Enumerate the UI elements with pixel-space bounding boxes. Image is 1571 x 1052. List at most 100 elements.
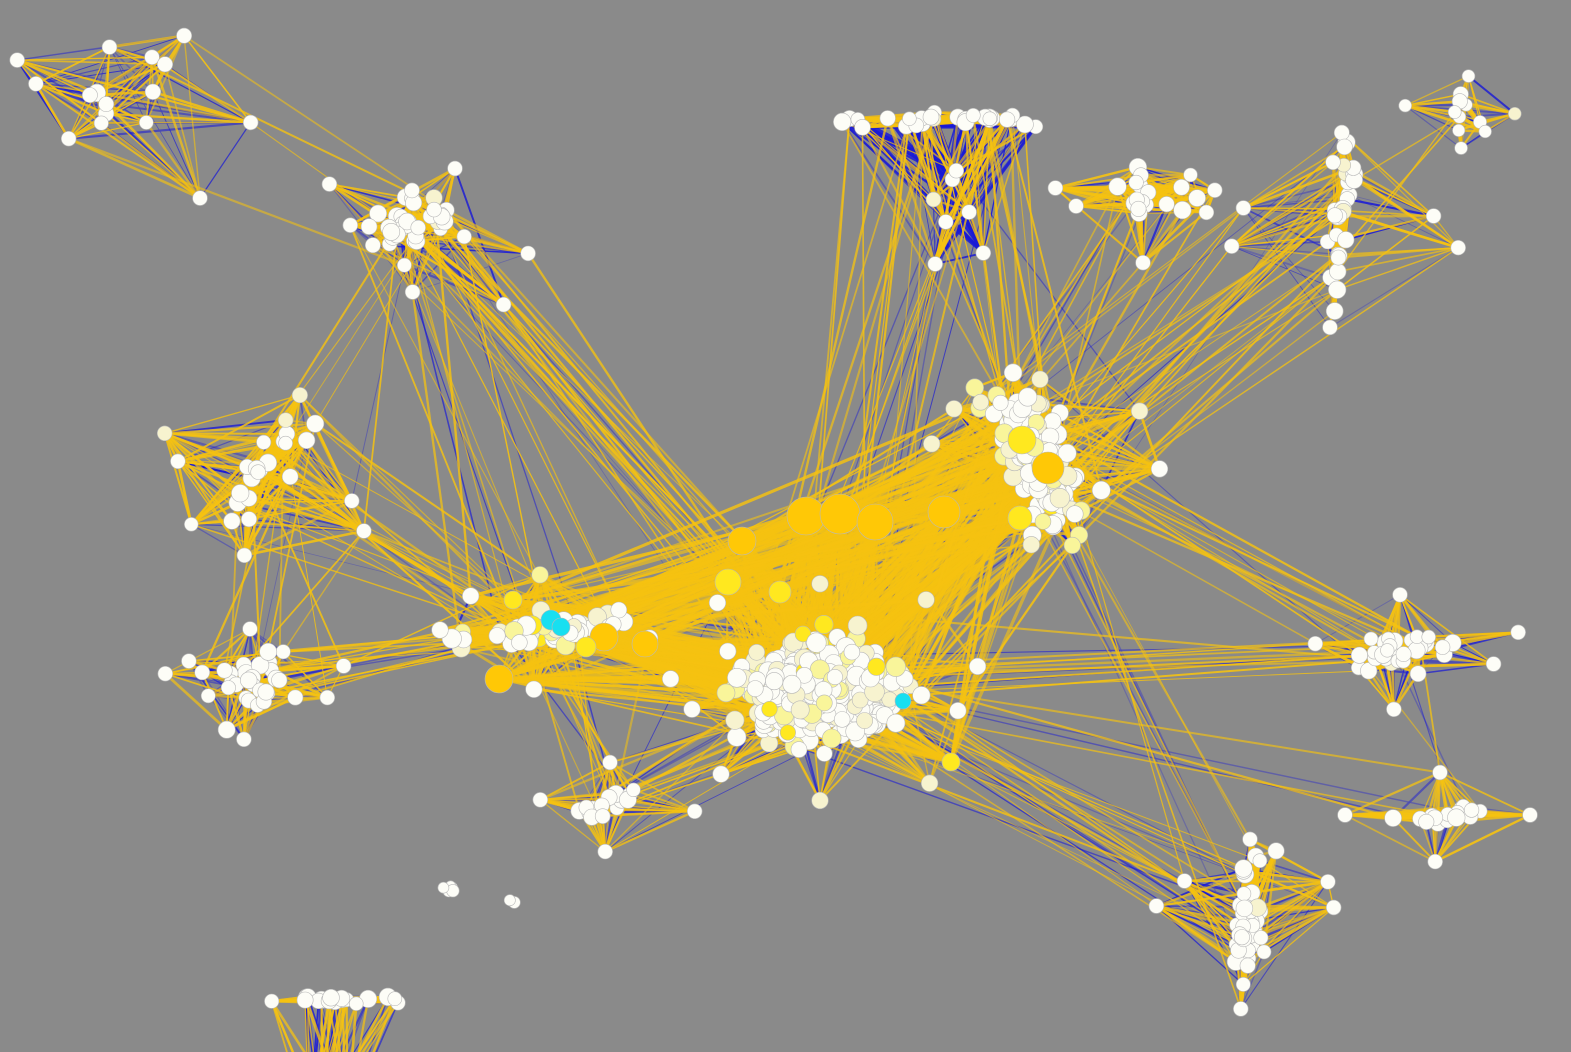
graph-node-hub[interactable] <box>631 630 659 658</box>
graph-node-hub[interactable] <box>503 590 523 610</box>
graph-node[interactable] <box>1047 180 1064 196</box>
graph-node[interactable] <box>231 484 250 503</box>
graph-node[interactable] <box>949 702 967 720</box>
graph-node[interactable] <box>917 591 935 609</box>
graph-node[interactable] <box>748 643 766 661</box>
graph-node[interactable] <box>761 700 778 718</box>
graph-node[interactable] <box>719 642 737 660</box>
graph-node[interactable] <box>811 791 829 810</box>
graph-node[interactable] <box>1454 141 1468 155</box>
graph-node[interactable] <box>716 683 736 703</box>
graph-node[interactable] <box>1452 123 1466 137</box>
graph-node[interactable] <box>462 587 480 605</box>
graph-node[interactable] <box>1022 536 1040 554</box>
graph-node[interactable] <box>194 664 210 681</box>
graph-node[interactable] <box>1350 646 1368 664</box>
graph-node[interactable] <box>795 666 813 684</box>
graph-node[interactable] <box>1130 200 1147 217</box>
graph-node[interactable] <box>816 745 833 762</box>
graph-node[interactable] <box>922 108 940 126</box>
graph-node[interactable] <box>1508 106 1522 121</box>
graph-node[interactable] <box>1336 138 1353 156</box>
graph-node[interactable] <box>1325 899 1342 916</box>
graph-node[interactable] <box>532 792 548 808</box>
graph-node[interactable] <box>847 615 868 636</box>
graph-node[interactable] <box>925 191 942 208</box>
graph-node[interactable] <box>661 670 680 688</box>
graph-node-hub[interactable] <box>786 496 826 536</box>
graph-node[interactable] <box>726 727 747 747</box>
graph-node[interactable] <box>139 115 154 130</box>
graph-node[interactable] <box>176 27 192 44</box>
graph-node[interactable] <box>1207 182 1223 198</box>
graph-node[interactable] <box>1173 201 1192 220</box>
graph-node[interactable] <box>410 219 426 236</box>
graph-node[interactable] <box>809 659 830 680</box>
graph-node[interactable] <box>594 808 611 825</box>
graph-node[interactable] <box>1148 898 1165 914</box>
graph-node[interactable] <box>854 119 871 136</box>
graph-node[interactable] <box>144 83 161 100</box>
graph-node[interactable] <box>192 190 208 206</box>
graph-node[interactable] <box>297 431 316 449</box>
graph-node[interactable] <box>610 601 628 619</box>
graph-node[interactable] <box>1188 189 1206 207</box>
graph-node[interactable] <box>683 700 701 718</box>
graph-node[interactable] <box>101 39 118 55</box>
graph-node[interactable] <box>1267 842 1285 860</box>
graph-node[interactable] <box>1322 319 1338 336</box>
graph-node[interactable] <box>1330 249 1347 266</box>
graph-node[interactable] <box>404 182 420 199</box>
graph-node[interactable] <box>1043 412 1062 431</box>
graph-node[interactable] <box>833 711 851 728</box>
graph-node[interactable] <box>961 204 977 220</box>
graph-node[interactable] <box>98 96 115 112</box>
graph-node[interactable] <box>886 713 906 733</box>
graph-node[interactable] <box>1063 536 1081 554</box>
graph-node[interactable] <box>1242 831 1258 847</box>
graph-node[interactable] <box>9 52 25 68</box>
graph-node[interactable] <box>335 658 352 674</box>
graph-node[interactable] <box>1234 859 1253 878</box>
graph-node[interactable] <box>1158 196 1175 213</box>
graph-node[interactable] <box>1057 443 1077 463</box>
graph-node[interactable] <box>1434 639 1451 655</box>
graph-node[interactable] <box>902 111 917 126</box>
graph-node[interactable] <box>437 881 450 894</box>
graph-node[interactable] <box>60 131 77 147</box>
graph-node[interactable] <box>1333 124 1350 141</box>
graph-node[interactable] <box>240 671 258 689</box>
graph-node[interactable] <box>287 689 304 706</box>
graph-node[interactable] <box>1461 69 1476 83</box>
graph-node[interactable] <box>488 627 506 645</box>
graph-node[interactable] <box>275 644 291 660</box>
graph-node-hub[interactable] <box>589 622 619 652</box>
graph-node[interactable] <box>264 993 280 1009</box>
node-layer[interactable] <box>9 27 1538 1052</box>
graph-node-hub[interactable] <box>768 580 792 604</box>
graph-node[interactable] <box>360 218 378 235</box>
graph-node-hub[interactable] <box>941 752 961 772</box>
graph-node-hub[interactable] <box>856 503 894 541</box>
graph-node-hub[interactable] <box>927 495 961 529</box>
graph-node[interactable] <box>597 843 613 860</box>
graph-node[interactable] <box>1392 587 1408 603</box>
graph-node[interactable] <box>344 493 360 509</box>
graph-node[interactable] <box>1150 460 1169 478</box>
graph-node[interactable] <box>1450 240 1466 256</box>
graph-node[interactable] <box>1253 930 1269 946</box>
graph-node[interactable] <box>342 217 358 233</box>
graph-node[interactable] <box>727 667 747 688</box>
graph-node[interactable] <box>319 689 335 706</box>
graph-node[interactable] <box>157 56 174 73</box>
graph-node[interactable] <box>322 988 340 1007</box>
graph-node[interactable] <box>321 176 338 192</box>
graph-node[interactable] <box>811 575 829 593</box>
graph-node[interactable] <box>948 163 964 179</box>
graph-node[interactable] <box>1233 929 1250 946</box>
graph-node[interactable] <box>1409 665 1427 683</box>
graph-node[interactable] <box>1128 174 1144 191</box>
graph-node[interactable] <box>511 634 528 651</box>
graph-node[interactable] <box>291 387 308 404</box>
